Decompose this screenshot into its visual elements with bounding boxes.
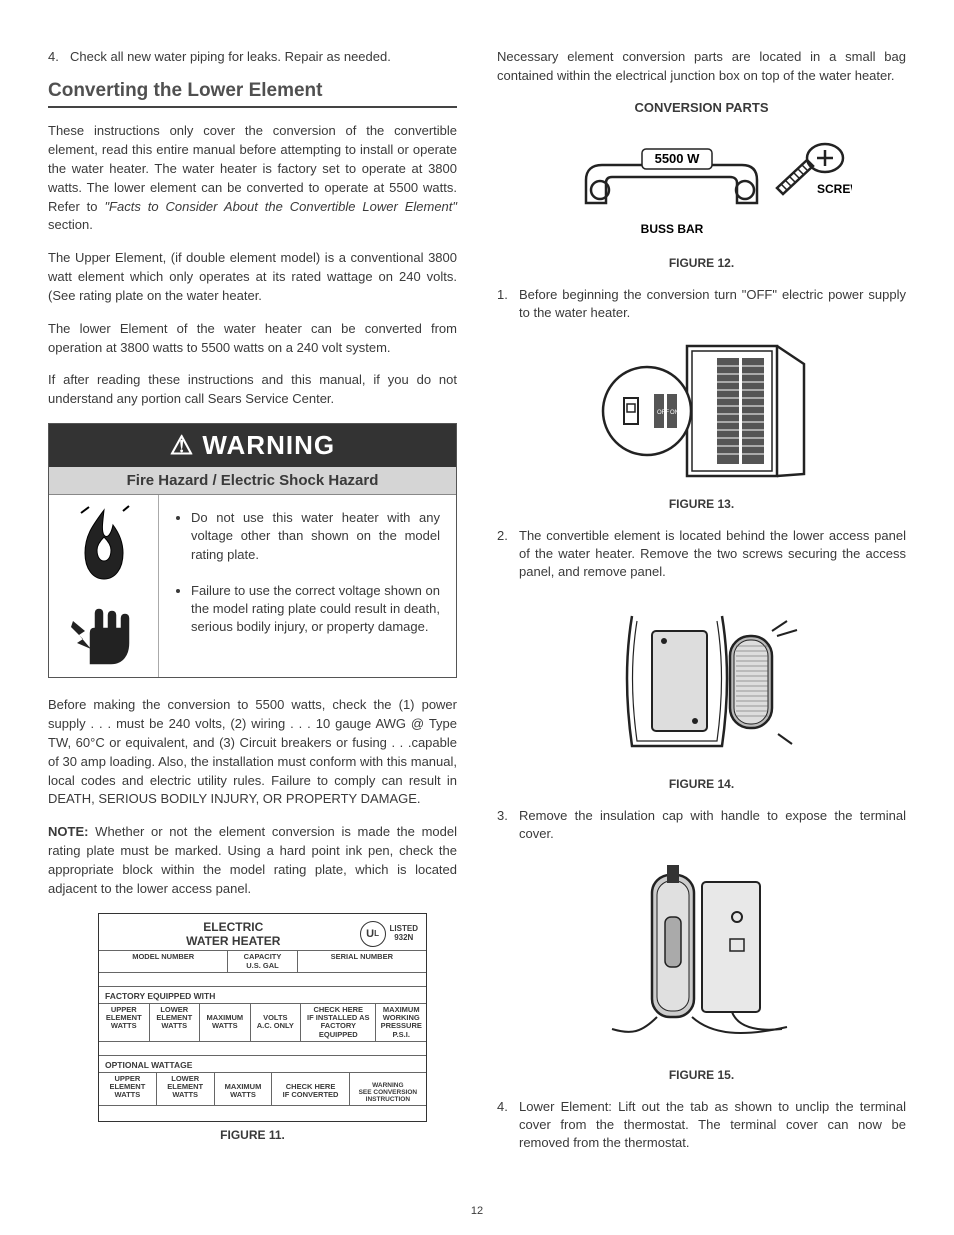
warning-icons	[49, 495, 159, 677]
optional-wattage-label: OPTIONAL WATTAGE	[99, 1055, 426, 1072]
svg-text:ON: ON	[670, 410, 679, 416]
right-step-3: 3. Remove the insulation cap with handle…	[497, 807, 906, 843]
buss-bar-label: BUSS BAR	[640, 222, 703, 236]
warning-header: ⚠ WARNING	[49, 424, 456, 467]
step-number: 4.	[48, 48, 70, 66]
figure-15	[497, 857, 906, 1062]
section-rule	[48, 106, 457, 108]
left-column: 4. Check all new water piping for leaks.…	[48, 48, 457, 1167]
figure-13: OFF ON	[497, 336, 906, 491]
figure-13-label: FIGURE 13.	[497, 497, 906, 511]
figure-12: 5500 W SCREW BUSS BAR	[497, 125, 906, 250]
step-text: Check all new water piping for leaks. Re…	[70, 48, 457, 66]
figure-14	[497, 596, 906, 771]
screw-label: SCREW	[817, 182, 852, 196]
ul-logo: UL	[360, 921, 386, 947]
warning-bullet-1: Do not use this water heater with any vo…	[191, 509, 440, 564]
right-step-2: 2. The convertible element is located be…	[497, 527, 906, 582]
listed-number: 932N	[390, 934, 418, 943]
plate-title-1: ELECTRIC	[107, 920, 360, 934]
rating-plate: ELECTRIC WATER HEATER UL LISTED 932N MOD…	[98, 913, 427, 1123]
warning-subheader: Fire Hazard / Electric Shock Hazard	[49, 467, 456, 495]
right-intro: Necessary element conversion parts are l…	[497, 48, 906, 86]
right-step-1: 1. Before beginning the conversion turn …	[497, 286, 906, 322]
p1-text-b: section.	[48, 217, 93, 232]
step-4-leak-check: 4. Check all new water piping for leaks.…	[48, 48, 457, 66]
intro-paragraph-1: These instructions only cover the conver…	[48, 122, 457, 235]
warning-text: Do not use this water heater with any vo…	[159, 495, 456, 677]
figure-15-label: FIGURE 15.	[497, 1068, 906, 1082]
intro-paragraph-4: If after reading these instructions and …	[48, 371, 457, 409]
plate-title-2: WATER HEATER	[107, 934, 360, 948]
paragraph-5: Before making the conversion to 5500 wat…	[48, 696, 457, 809]
serial-number-label: SERIAL NUMBER	[298, 951, 426, 972]
figure-12-label: FIGURE 12.	[497, 256, 906, 270]
note-text: Whether or not the element conversion is…	[48, 824, 457, 896]
warning-box: ⚠ WARNING Fire Hazard / Electric Shock H…	[48, 423, 457, 678]
factory-equipped-label: FACTORY EQUIPPED WITH	[99, 986, 426, 1003]
watt-label: 5500 W	[654, 151, 700, 166]
right-step-4: 4. Lower Element: Lift out the tab as sh…	[497, 1098, 906, 1153]
section-title: Converting the Lower Element	[48, 80, 457, 102]
paragraph-6: NOTE: Whether or not the element convers…	[48, 823, 457, 898]
conversion-parts-title: CONVERSION PARTS	[497, 100, 906, 115]
model-number-label: MODEL NUMBER	[99, 951, 228, 972]
figure-14-label: FIGURE 14.	[497, 777, 906, 791]
intro-paragraph-2: The Upper Element, (if double element mo…	[48, 249, 457, 306]
shock-hand-icon	[69, 603, 139, 667]
note-label: NOTE:	[48, 824, 88, 839]
intro-paragraph-3: The lower Element of the water heater ca…	[48, 320, 457, 358]
right-column: Necessary element conversion parts are l…	[497, 48, 906, 1167]
figure-11-label: FIGURE 11.	[48, 1128, 457, 1142]
svg-text:OFF: OFF	[657, 410, 669, 416]
warning-bullet-2: Failure to use the correct voltage shown…	[191, 582, 440, 637]
p1-italic: "Facts to Consider About the Convertible…	[104, 199, 457, 214]
page-number: 12	[0, 1205, 954, 1217]
flame-icon	[73, 505, 135, 583]
